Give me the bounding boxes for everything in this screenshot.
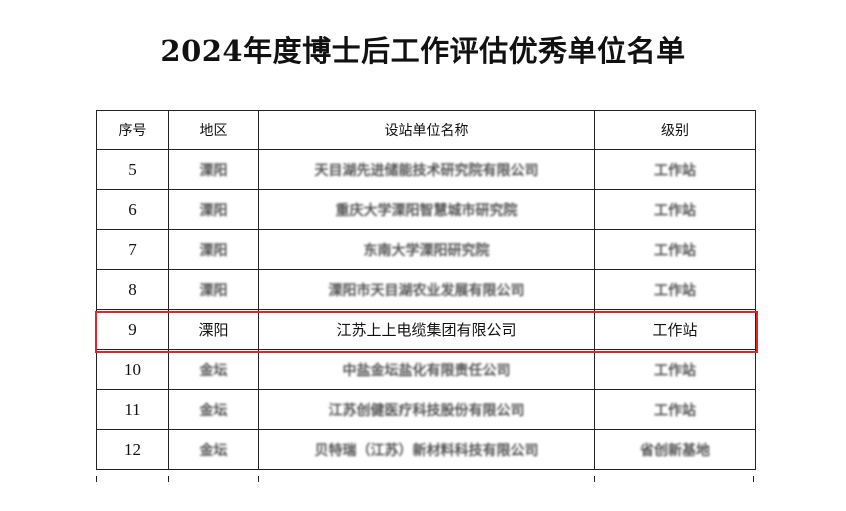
cell-level: 工作站 — [594, 189, 756, 230]
cell-region: 金坛 — [168, 389, 259, 430]
cell-name: 江苏上上电缆集团有限公司 — [258, 309, 595, 350]
award-table: 序号 地区 设站单位名称 级别 5 溧阳 天目湖先进储能技术研究院有限公司 工作站 6 溧… — [96, 110, 756, 470]
cell-level: 工作站 — [594, 269, 756, 310]
cell-level: 工作站 — [594, 349, 756, 390]
cell-region: 溧阳 — [168, 189, 259, 230]
page-title: 2024年度博士后工作评估优秀单位名单 — [160, 34, 686, 68]
cell-region: 金坛 — [168, 429, 259, 470]
table-header-row: 序号 地区 设站单位名称 级别 — [96, 110, 756, 150]
table-row: 11 金坛 江苏创健医疗科技股份有限公司 工作站 — [96, 389, 756, 430]
table-row: 7 溧阳 东南大学溧阳研究院 工作站 — [96, 229, 756, 270]
table-row: 6 溧阳 重庆大学溧阳智慧城市研究院 工作站 — [96, 189, 756, 230]
cell-name: 溧阳市天目湖农业发展有限公司 — [258, 269, 595, 310]
cell-no: 12 — [96, 429, 169, 470]
header-region: 地区 — [168, 110, 259, 150]
cell-no: 9 — [96, 309, 169, 350]
table-row: 12 金坛 贝特瑞（江苏）新材料科技有限公司 省创新基地 — [96, 429, 756, 470]
header-level: 级别 — [594, 110, 756, 150]
header-no: 序号 — [96, 110, 169, 150]
table-row: 5 溧阳 天目湖先进储能技术研究院有限公司 工作站 — [96, 149, 756, 190]
cell-no: 8 — [96, 269, 169, 310]
cell-level: 工作站 — [594, 389, 756, 430]
header-name: 设站单位名称 — [258, 110, 595, 150]
table-row: 10 金坛 中盐金坛盐化有限责任公司 工作站 — [96, 349, 756, 390]
cell-level: 工作站 — [594, 229, 756, 270]
table-continuation — [96, 476, 755, 482]
cell-no: 6 — [96, 189, 169, 230]
cell-no: 11 — [96, 389, 169, 430]
cell-name: 贝特瑞（江苏）新材料科技有限公司 — [258, 429, 595, 470]
cell-region: 溧阳 — [168, 309, 259, 350]
cell-region: 溧阳 — [168, 149, 259, 190]
table-row: 8 溧阳 溧阳市天目湖农业发展有限公司 工作站 — [96, 269, 756, 310]
cell-name: 重庆大学溧阳智慧城市研究院 — [258, 189, 595, 230]
cell-name: 天目湖先进储能技术研究院有限公司 — [258, 149, 595, 190]
cell-name: 东南大学溧阳研究院 — [258, 229, 595, 270]
table-row: 9 溧阳 江苏上上电缆集团有限公司 工作站 — [96, 309, 756, 350]
cell-level: 省创新基地 — [594, 429, 756, 470]
cell-name: 中盐金坛盐化有限责任公司 — [258, 349, 595, 390]
cell-no: 7 — [96, 229, 169, 270]
cell-region: 金坛 — [168, 349, 259, 390]
cell-no: 5 — [96, 149, 169, 190]
cell-level: 工作站 — [594, 309, 756, 350]
cell-name: 江苏创健医疗科技股份有限公司 — [258, 389, 595, 430]
cell-level: 工作站 — [594, 149, 756, 190]
cell-no: 10 — [96, 349, 169, 390]
cell-region: 溧阳 — [168, 269, 259, 310]
cell-region: 溧阳 — [168, 229, 259, 270]
